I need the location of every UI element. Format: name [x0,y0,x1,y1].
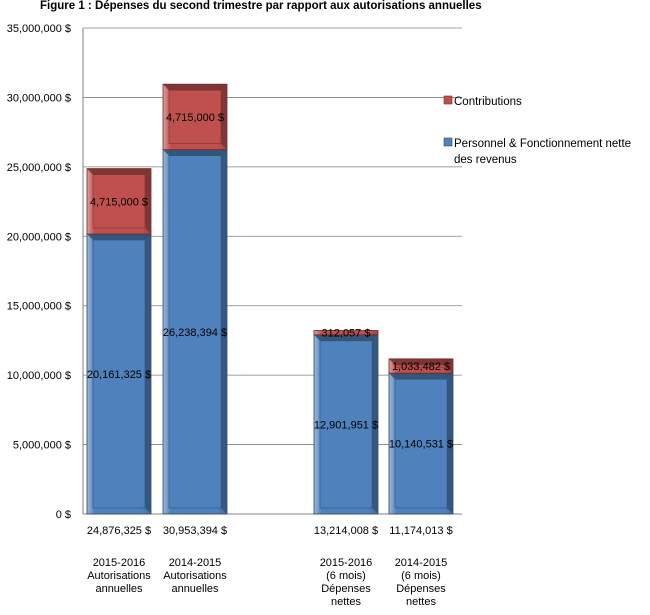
total-label: 24,876,325 $ [87,525,151,537]
bar-bevel-top [163,84,227,91]
category-label: annuelles [95,583,143,595]
category-label: nettes [331,596,361,608]
bar-bevel-right [221,84,227,150]
data-label: 4,715,000 $ [90,196,148,208]
data-label: 20,161,325 $ [87,369,151,381]
legend-label: Contributions [454,96,522,108]
legend-label: des revenus [454,154,517,166]
contributions-bar-segment [388,358,454,374]
category-label: annuelles [171,583,219,595]
bar-bevel-top [163,149,227,156]
bar-face [92,239,146,509]
bar-bevel-right [221,149,227,514]
bar-face [168,155,222,509]
bar-face [394,378,448,509]
bar-face [92,174,146,229]
total-label: 30,953,394 $ [163,525,227,537]
personnel-bar-segment [388,372,454,515]
category-label: Autorisations [163,570,227,582]
category-label: Dépenses [321,583,371,595]
y-tick-label: 10,000,000 $ [7,370,71,382]
category-label: (6 mois) [401,570,441,582]
bar-bevel-top [389,373,453,380]
category-label: nettes [406,596,436,608]
data-label: 4,715,000 $ [166,112,224,124]
contributions-bar-segment [162,83,228,151]
legend-item: Personnel & Fonctionnement nette des reve… [443,137,631,166]
y-tick-label: 5,000,000 $ [13,440,71,452]
data-label: 26,238,394 $ [163,327,227,339]
bar-bevel-top [87,168,151,175]
bar-bevel-top [314,334,378,341]
bar-face [319,340,373,509]
personnel-bar-segment [86,233,152,515]
bar-bevel-right [447,358,453,374]
total-label: 11,174,013 $ [389,525,452,537]
y-tick-label: 20,000,000 $ [7,231,71,243]
bar-bevel-top [389,358,453,365]
legend-label: Personnel & Fonctionnement nette [454,138,631,150]
total-label: 13,214,008 $ [314,525,378,537]
category-label: Dépenses [396,583,446,595]
contributions-bar-segment [313,330,379,336]
category-label: (6 mois) [326,570,366,582]
y-tick-label: 30,000,000 $ [7,92,71,104]
bar-bevel-right [447,373,453,514]
category-label: 2014-2015 [169,557,222,569]
bar-bevel-right [145,234,151,515]
legend-swatch [443,95,453,105]
data-label: 12,901,951 $ [314,419,378,431]
bar-face [168,89,222,144]
bar-outer [313,330,379,336]
bar-bevel-top [87,234,151,241]
chart-title: Figure 1 : Dépenses du second trimestre … [40,0,482,12]
data-label: 10,140,531 $ [389,439,453,451]
legend-swatch [443,137,453,147]
category-label: 2014-2015 [395,557,448,569]
y-tick-label: 25,000,000 $ [7,162,71,174]
personnel-bar-segment [313,334,379,515]
bar-bevel-right [145,168,151,235]
y-tick-label: 15,000,000 $ [7,301,71,313]
data-label: 1,033,482 $ [392,361,450,373]
category-label: 2015-2016 [93,557,146,569]
category-label: 2015-2016 [320,557,373,569]
contributions-bar-segment [86,168,152,235]
data-label: 312,057 $ [322,328,371,340]
category-label: Autorisations [87,570,151,582]
legend-item: Contributions [443,95,522,108]
y-tick-label: 35,000,000 $ [7,23,71,35]
bar-bevel-right [372,334,378,514]
y-tick-label: 0 $ [56,509,71,521]
